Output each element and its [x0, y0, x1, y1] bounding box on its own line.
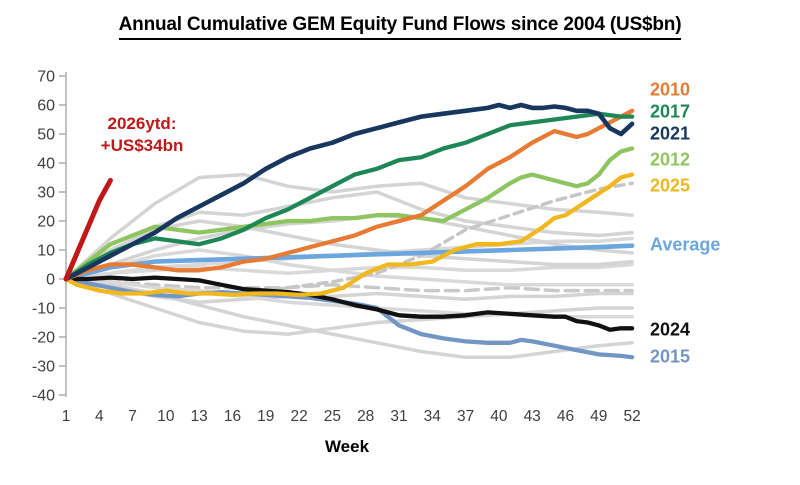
y-tick-label: -20 [32, 330, 55, 347]
x-tick-label: 52 [623, 408, 640, 425]
x-tick-label: 28 [357, 408, 374, 425]
series-line-gray-13-dashed [241, 181, 634, 296]
x-tick-label: 31 [390, 408, 407, 425]
x-tick-label: 43 [524, 408, 541, 425]
y-tick-label: 40 [37, 156, 55, 173]
series-line-gray-2 [64, 190, 634, 281]
x-tick-label: 22 [290, 408, 307, 425]
x-tick-label: 13 [191, 408, 208, 425]
y-tick-label: 70 [37, 69, 55, 86]
legend-label-2012: 2012 [650, 149, 691, 170]
series-line-gray-6-dashed [64, 277, 634, 293]
y-tick-label: 50 [37, 127, 55, 144]
legend-label-2024: 2024 [650, 319, 691, 340]
x-tick-label: 49 [590, 408, 607, 425]
series-line-2010 [63, 108, 635, 282]
series-line-2024 [63, 275, 635, 332]
series-line-2026ytd [63, 177, 113, 282]
x-tick-label: 40 [490, 408, 508, 425]
y-tick-label: 20 [37, 214, 55, 231]
annotation-2026ytd: 2026ytd: +US$34bn [84, 113, 200, 157]
legend-label-2025: 2025 [650, 175, 691, 196]
y-tick-label: -40 [32, 388, 55, 405]
x-tick-label: 1 [62, 408, 71, 425]
legend-label-2010: 2010 [650, 79, 691, 100]
series-line-gray-1 [64, 172, 634, 281]
series-line-2017 [63, 111, 635, 282]
series-line-2025 [63, 172, 635, 298]
series-line-gray-12 [64, 248, 634, 287]
y-tick-label: 0 [46, 272, 55, 289]
x-tick-label: 16 [224, 408, 241, 425]
x-tick-label: 25 [324, 408, 341, 425]
legend-label-2017: 2017 [650, 101, 691, 122]
y-tick-label: 30 [37, 185, 55, 202]
x-tick-label: 19 [257, 408, 274, 425]
y-tick-label: 10 [37, 243, 55, 260]
x-tick-label: 7 [128, 408, 137, 425]
y-tick-label: 60 [37, 98, 55, 115]
series-line-2012 [63, 146, 635, 282]
legend-label-average: Average [650, 234, 721, 255]
x-tick-label: 10 [157, 408, 175, 425]
x-tick-label: 34 [424, 408, 442, 425]
legend-label-2021: 2021 [650, 123, 691, 144]
x-tick-label: 4 [95, 408, 104, 425]
y-tick-label: -10 [32, 301, 55, 318]
y-tick-label: -30 [32, 359, 55, 376]
legend: 2010 2017 2021 2012 2025 Average 2024 2015 [650, 0, 798, 485]
annotation-line2: +US$34bn [100, 136, 184, 156]
chart-title-text: Annual Cumulative GEM Equity Fund Flows … [118, 14, 682, 40]
x-tick-label: 46 [557, 408, 574, 425]
x-tick-label: 37 [457, 408, 474, 425]
series-line-2021 [63, 102, 635, 282]
series-line-gray-8 [64, 277, 634, 336]
legend-label-2015: 2015 [650, 346, 691, 367]
x-axis-label-week: Week [324, 437, 370, 456]
chart-title: Annual Cumulative GEM Equity Fund Flows … [0, 14, 800, 40]
annotation-line1: 2026ytd: [107, 114, 177, 133]
